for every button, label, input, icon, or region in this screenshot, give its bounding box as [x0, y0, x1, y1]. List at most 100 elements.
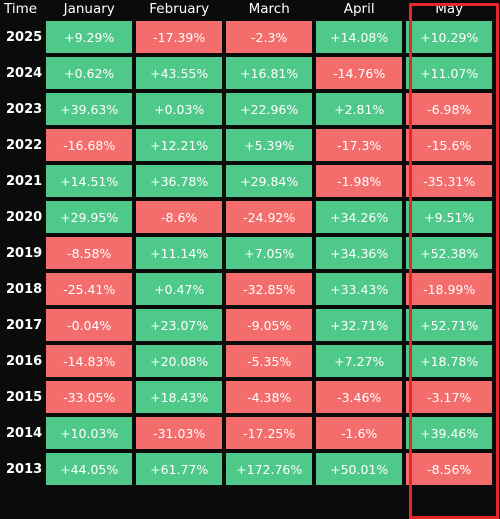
return-cell: +14.08% [316, 21, 403, 53]
return-cell: -24.92% [226, 201, 313, 233]
year-label: 2021 [6, 173, 43, 189]
return-cell: -17.39% [136, 21, 223, 53]
return-cell: -9.05% [226, 309, 313, 341]
month-header-january: January [63, 1, 115, 17]
table-row: 2017 -0.04% +23.07% -9.05% +32.71% +52.71% [4, 309, 493, 341]
return-cell: +23.07% [136, 309, 223, 341]
return-cell: -32.85% [226, 273, 313, 305]
return-cell: +0.47% [136, 273, 223, 305]
return-cell: -17.3% [316, 129, 403, 161]
return-cell: -1.6% [316, 417, 403, 449]
return-cell: +9.29% [46, 21, 133, 53]
return-cell: +39.63% [46, 93, 133, 125]
table-row: 2020 +29.95% -8.6% -24.92% +34.26% +9.51% [4, 201, 493, 233]
table-body: 2025 +9.29% -17.39% -2.3% +14.08% +10.29% 2024… [4, 21, 493, 485]
return-cell: +20.08% [136, 345, 223, 377]
table-row: 2021 +14.51% +36.78% +29.84% -1.98% -35.31% [4, 165, 493, 197]
month-header-may: May [435, 1, 464, 17]
return-cell: -15.6% [406, 129, 493, 161]
return-cell: +172.76% [226, 453, 313, 485]
year-label: 2024 [6, 65, 43, 81]
return-cell: +16.81% [226, 57, 313, 89]
return-cell: -8.58% [46, 237, 133, 269]
return-cell: -17.25% [226, 417, 313, 449]
return-cell: -35.31% [406, 165, 493, 197]
month-header-february: February [149, 1, 210, 17]
return-cell: +0.62% [46, 57, 133, 89]
table-row: 2023 +39.63% +0.03% +22.96% +2.81% -6.98% [4, 93, 493, 125]
return-cell: +11.07% [406, 57, 493, 89]
return-cell: +0.03% [136, 93, 223, 125]
return-cell: -25.41% [46, 273, 133, 305]
table-row: 2024 +0.62% +43.55% +16.81% -14.76% +11.07% [4, 57, 493, 89]
return-cell: -6.98% [406, 93, 493, 125]
table-row: 2016 -14.83% +20.08% -5.35% +7.27% +18.78% [4, 345, 493, 377]
return-cell: +11.14% [136, 237, 223, 269]
year-label: 2023 [6, 101, 43, 117]
year-label: 2019 [6, 245, 43, 261]
return-cell: -3.17% [406, 381, 493, 413]
return-cell: +10.29% [406, 21, 493, 53]
return-cell: -33.05% [46, 381, 133, 413]
month-header-march: March [248, 1, 290, 17]
monthly-returns-table: Time January February March April May 20… [4, 0, 493, 485]
year-label: 2018 [6, 281, 43, 297]
return-cell: +36.78% [136, 165, 223, 197]
year-label: 2013 [6, 461, 43, 477]
table-row: 2013 +44.05% +61.77% +172.76% +50.01% -8.56% [4, 453, 493, 485]
return-cell: +9.51% [406, 201, 493, 233]
header-row: Time January February March April May [4, 0, 492, 17]
return-cell: +34.26% [316, 201, 403, 233]
return-cell: -8.56% [406, 453, 493, 485]
return-cell: +2.81% [316, 93, 403, 125]
return-cell: -1.98% [316, 165, 403, 197]
year-label: 2016 [6, 353, 43, 369]
return-cell: -14.76% [316, 57, 403, 89]
year-label: 2015 [6, 389, 43, 405]
return-cell: -0.04% [46, 309, 133, 341]
year-label: 2025 [6, 29, 43, 45]
return-cell: +61.77% [136, 453, 223, 485]
return-cell: +7.27% [316, 345, 403, 377]
return-cell: +29.95% [46, 201, 133, 233]
return-cell: +52.38% [406, 237, 493, 269]
year-label: 2022 [6, 137, 43, 153]
table-row: 2014 +10.03% -31.03% -17.25% -1.6% +39.46% [4, 417, 493, 449]
table-row: 2018 -25.41% +0.47% -32.85% +33.43% -18.99% [4, 273, 493, 305]
return-cell: -31.03% [136, 417, 223, 449]
year-label: 2020 [6, 209, 43, 225]
return-cell: +43.55% [136, 57, 223, 89]
return-cell: -3.46% [316, 381, 403, 413]
month-header-april: April [343, 1, 375, 17]
table-row: 2019 -8.58% +11.14% +7.05% +34.36% +52.38% [4, 237, 493, 269]
return-cell: +52.71% [406, 309, 493, 341]
return-cell: +5.39% [226, 129, 313, 161]
return-cell: +12.21% [136, 129, 223, 161]
return-cell: -14.83% [46, 345, 133, 377]
return-cell: +39.46% [406, 417, 493, 449]
return-cell: +50.01% [316, 453, 403, 485]
return-cell: +7.05% [226, 237, 313, 269]
year-label: 2017 [6, 317, 43, 333]
table-row: 2015 -33.05% +18.43% -4.38% -3.46% -3.17% [4, 381, 493, 413]
return-cell: +29.84% [226, 165, 313, 197]
return-cell: +18.78% [406, 345, 493, 377]
time-column-header: Time [4, 1, 38, 17]
return-cell: +32.71% [316, 309, 403, 341]
return-cell: -2.3% [226, 21, 313, 53]
return-cell: +10.03% [46, 417, 133, 449]
return-cell: -8.6% [136, 201, 223, 233]
return-cell: -18.99% [406, 273, 493, 305]
return-cell: +33.43% [316, 273, 403, 305]
year-label: 2014 [6, 425, 43, 441]
return-cell: +44.05% [46, 453, 133, 485]
return-cell: -4.38% [226, 381, 313, 413]
return-cell: +14.51% [46, 165, 133, 197]
return-cell: -16.68% [46, 129, 133, 161]
return-cell: -5.35% [226, 345, 313, 377]
table-row: 2022 -16.68% +12.21% +5.39% -17.3% -15.6% [4, 129, 493, 161]
return-cell: +18.43% [136, 381, 223, 413]
return-cell: +34.36% [316, 237, 403, 269]
return-cell: +22.96% [226, 93, 313, 125]
